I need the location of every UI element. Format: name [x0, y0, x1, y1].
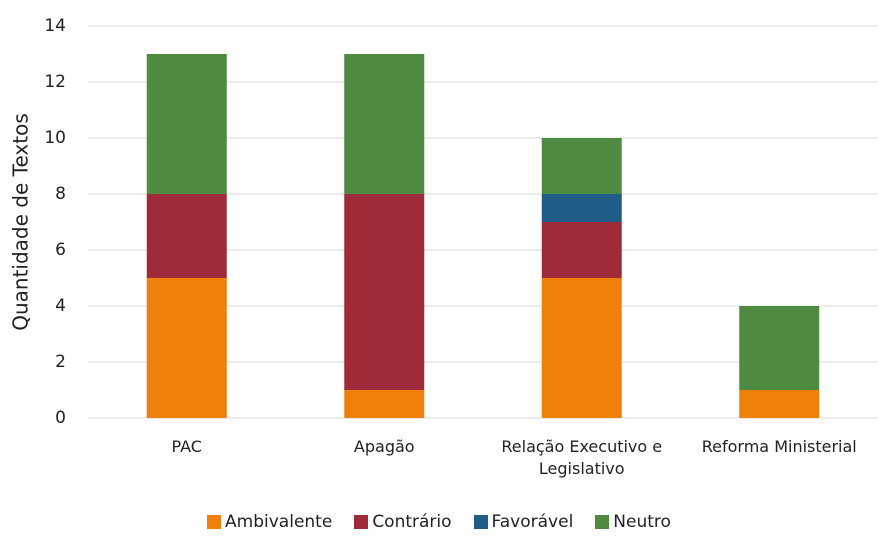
y-tick-label: 10 [44, 128, 66, 148]
bar-segment [146, 54, 227, 194]
y-tick-label: 0 [55, 408, 66, 428]
legend-label: Contrário [372, 512, 452, 532]
y-tick-label: 14 [44, 16, 66, 36]
y-tick-label: 4 [55, 296, 66, 316]
bar-segment [739, 390, 820, 418]
legend-swatch [207, 515, 222, 529]
y-tick-label: 6 [55, 240, 66, 260]
legend-label: Neutro [613, 512, 671, 532]
y-tick-label: 2 [55, 352, 66, 372]
y-tick-label: 8 [55, 184, 66, 204]
plot: Quantidade de Textos 0 2 4 6 8 10 12 14 [9, 16, 878, 428]
bar-segment [541, 278, 622, 418]
bar-segment [146, 194, 227, 278]
bar-segment [344, 194, 425, 390]
legend-swatch [354, 515, 369, 529]
legend-label: Favorável [491, 512, 574, 532]
bar-segment [541, 222, 622, 278]
x-tick-label: Apagão [353, 437, 415, 456]
bar-segment [739, 306, 820, 390]
legend-item: Contrário [354, 512, 452, 532]
legend-swatch [473, 515, 488, 529]
bar-segment [344, 390, 425, 418]
legend-item: Neutro [595, 512, 671, 532]
bar-segment [541, 194, 622, 222]
y-tick-label: 12 [44, 72, 66, 92]
bar-segment [146, 278, 227, 418]
legend-item: Ambivalente [207, 512, 332, 532]
bar-segment [541, 138, 622, 194]
bar-segment [344, 54, 425, 194]
legend: Ambivalente Contrário Favorável Neutro [0, 512, 878, 532]
x-tick-label: Reforma Ministerial [701, 437, 857, 456]
legend-item: Favorável [473, 512, 574, 532]
x-tick-label: Relação Executivo e Legislativo [501, 437, 663, 478]
x-tick-label: PAC [171, 437, 202, 456]
y-axis-label: Quantidade de Textos [9, 113, 33, 331]
legend-label: Ambivalente [225, 512, 333, 532]
legend-swatch [595, 515, 610, 529]
